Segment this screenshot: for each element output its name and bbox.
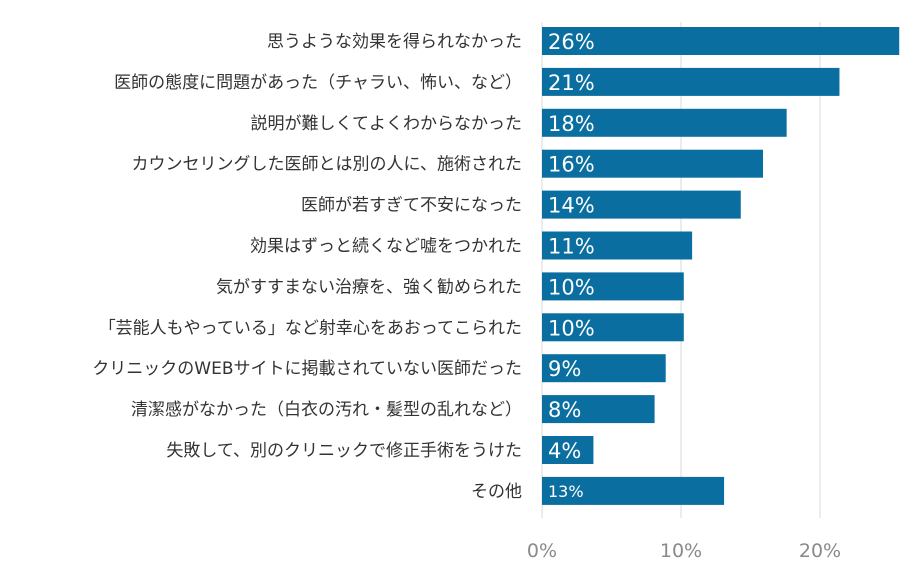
bar-5	[542, 231, 693, 260]
bar-4	[542, 190, 741, 219]
data-label-2: 18%	[548, 112, 595, 136]
data-label-6: 10%	[548, 275, 595, 299]
category-label-1: 医師の態度に問題があった（チャラい、怖い、など）	[114, 73, 522, 93]
data-label-9: 8%	[548, 398, 581, 422]
data-label-11: 13%	[548, 482, 584, 501]
category-label-5: 効果はずっと続くなど嘘をつかれた	[250, 237, 522, 257]
category-label-9: 清潔感がなかった（白衣の汚れ・髪型の乱れなど）	[131, 400, 522, 420]
data-label-0: 26%	[548, 30, 595, 54]
data-label-4: 14%	[548, 194, 595, 218]
bar-8	[542, 354, 666, 383]
data-label-7: 10%	[548, 316, 595, 340]
data-label-3: 16%	[548, 153, 595, 177]
bar-0	[542, 27, 900, 55]
category-label-11: その他	[471, 482, 522, 502]
category-label-2: 説明が難しくてよくわからなかった	[251, 114, 523, 134]
x-tick-label-2: 20%	[799, 540, 841, 562]
data-label-8: 9%	[548, 357, 581, 381]
bar-10	[542, 436, 594, 464]
x-tick-label-1: 10%	[660, 540, 702, 562]
category-label-8: クリニックのWEBサイトに掲載されていない医師だった	[92, 359, 522, 379]
bar-11	[542, 476, 725, 505]
bar-9	[542, 395, 655, 424]
category-label-3: カウンセリングした医師とは別の人に、施術された	[132, 155, 523, 175]
bar-2	[542, 108, 787, 137]
category-label-6: 気がすすまない治療を、強く勧められた	[216, 277, 522, 297]
category-label-4: 医師が若すぎて不安になった	[301, 196, 522, 216]
x-tick-label-0: 0%	[527, 540, 557, 562]
category-label-0: 思うような効果を得られなかった	[267, 32, 522, 52]
bar-6	[542, 272, 684, 301]
data-label-10: 4%	[548, 439, 581, 463]
category-label-10: 失敗して、別のクリニックで修正手術をうけた	[166, 441, 522, 461]
category-label-7: 「芸能人もやっている」など射幸心をあおってこられた	[99, 318, 522, 338]
data-label-5: 11%	[548, 235, 595, 259]
bar-7	[542, 313, 684, 342]
bar-3	[542, 149, 764, 178]
data-label-1: 21%	[548, 71, 595, 95]
bar-1	[542, 67, 840, 96]
